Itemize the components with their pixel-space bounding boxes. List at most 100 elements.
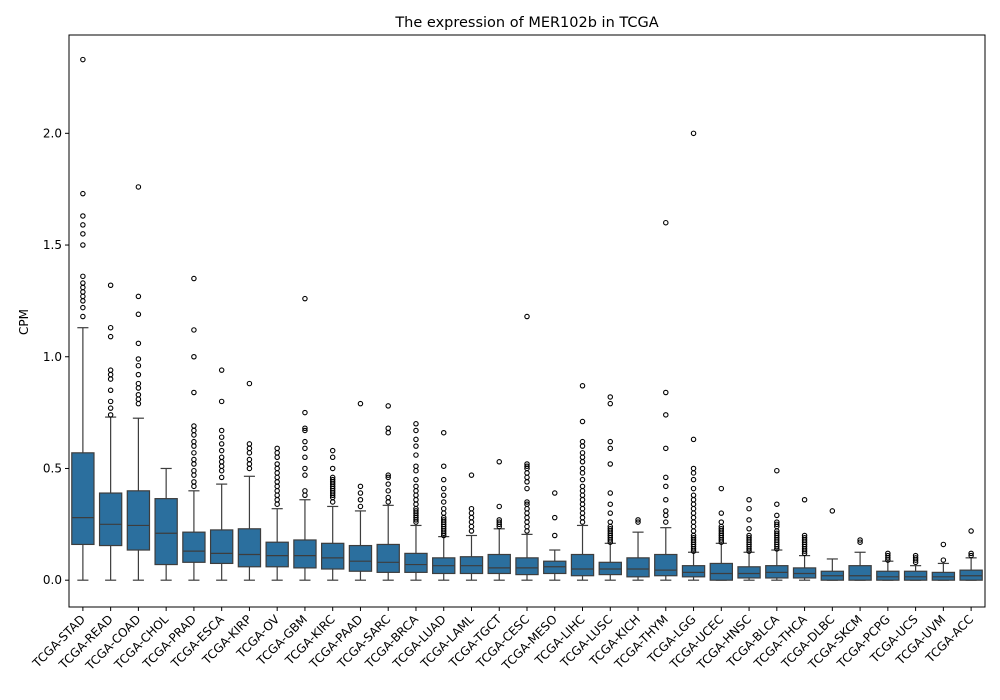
box (570, 553, 595, 577)
box-group (487, 459, 511, 581)
outlier-point (468, 505, 475, 512)
outlier-point (440, 463, 447, 469)
outlier-point (718, 510, 725, 516)
outlier-point (579, 443, 586, 449)
box (237, 528, 262, 568)
outlier-point (135, 380, 142, 387)
outlier-point (579, 454, 586, 461)
outlier-point (385, 425, 391, 431)
outlier-point (857, 537, 863, 543)
outlier-point (579, 496, 586, 503)
box-group (348, 400, 373, 581)
outlier-point (524, 505, 530, 512)
outlier-point (191, 479, 197, 485)
outlier-point (107, 412, 114, 418)
box-group (126, 184, 151, 581)
outlier-point (690, 505, 697, 512)
outlier-point (440, 485, 447, 492)
outlier-point (218, 447, 225, 454)
outlier-point (413, 436, 419, 443)
box (154, 498, 178, 566)
outlier-point (746, 534, 752, 541)
outlier-point (80, 190, 86, 197)
outlier-point (912, 555, 919, 561)
box-group (265, 445, 289, 581)
outlier-point (635, 517, 641, 523)
outlier-point (552, 514, 558, 521)
outlier-point (746, 496, 752, 503)
outlier-point (829, 508, 836, 514)
outlier-point (607, 501, 614, 507)
outlier-point (329, 454, 336, 461)
outlier-point (107, 367, 114, 373)
outlier-point (690, 523, 697, 530)
box-group (71, 56, 95, 581)
outlier-point (579, 476, 586, 483)
outlier-point (579, 470, 586, 476)
box (515, 557, 539, 576)
box-group (931, 541, 956, 581)
outlier-point (218, 454, 225, 461)
outlier-point (413, 483, 419, 490)
outlier-point (107, 371, 114, 378)
outlier-point (801, 534, 808, 541)
outlier-point (107, 282, 114, 288)
outlier-point (524, 485, 530, 492)
outlier-point (80, 56, 86, 63)
outlier-point (80, 298, 86, 304)
outlier-point (663, 512, 669, 519)
outlier-point (607, 438, 614, 445)
outlier-point (274, 465, 280, 472)
y-tick-label: 1.5 (43, 238, 62, 252)
outlier-point (524, 523, 530, 530)
outlier-point (968, 552, 974, 559)
outlier-point (440, 517, 447, 523)
outlier-point (302, 425, 308, 431)
box (265, 541, 289, 568)
outlier-point (191, 443, 197, 449)
outlier-point (302, 295, 308, 302)
box (348, 544, 373, 572)
outlier-point (579, 438, 586, 445)
box (376, 543, 400, 573)
outlier-point (940, 541, 947, 548)
outlier-point (496, 503, 502, 510)
y-axis: 0.0 0.5 1.0 1.5 2.0 (43, 126, 69, 587)
box-group (376, 403, 400, 581)
box-group (903, 552, 928, 581)
outlier-point (135, 293, 142, 300)
outlier-point (135, 362, 142, 369)
box (126, 490, 151, 551)
box-group (681, 130, 706, 581)
outlier-point (246, 461, 253, 467)
outlier-point (385, 499, 391, 505)
outlier-point (440, 499, 447, 505)
outlier-point (302, 472, 308, 478)
outlier-point (968, 550, 974, 557)
box (487, 553, 511, 575)
outlier-point (413, 501, 419, 507)
outlier-point (690, 476, 697, 483)
box (903, 570, 928, 581)
box-group (654, 219, 678, 581)
y-axis-label: CPM (17, 309, 31, 335)
outlier-point (579, 483, 586, 490)
outlier-point (302, 465, 308, 472)
outlier-point (135, 391, 142, 398)
y-tick-label: 0.5 (43, 461, 62, 475)
outlier-point (690, 436, 697, 443)
outlier-point (413, 492, 419, 499)
box-group (820, 508, 845, 581)
box-group (432, 429, 456, 581)
outlier-point (718, 519, 725, 525)
outlier-point (607, 394, 614, 400)
outlier-point (468, 514, 475, 521)
outlier-point (579, 465, 586, 472)
outlier-point (524, 514, 530, 521)
outlier-point (385, 481, 391, 487)
outlier-point (690, 519, 697, 525)
outlier-point (635, 519, 641, 525)
outlier-point (329, 447, 336, 454)
outlier-point (274, 501, 280, 507)
outlier-point (246, 380, 253, 387)
